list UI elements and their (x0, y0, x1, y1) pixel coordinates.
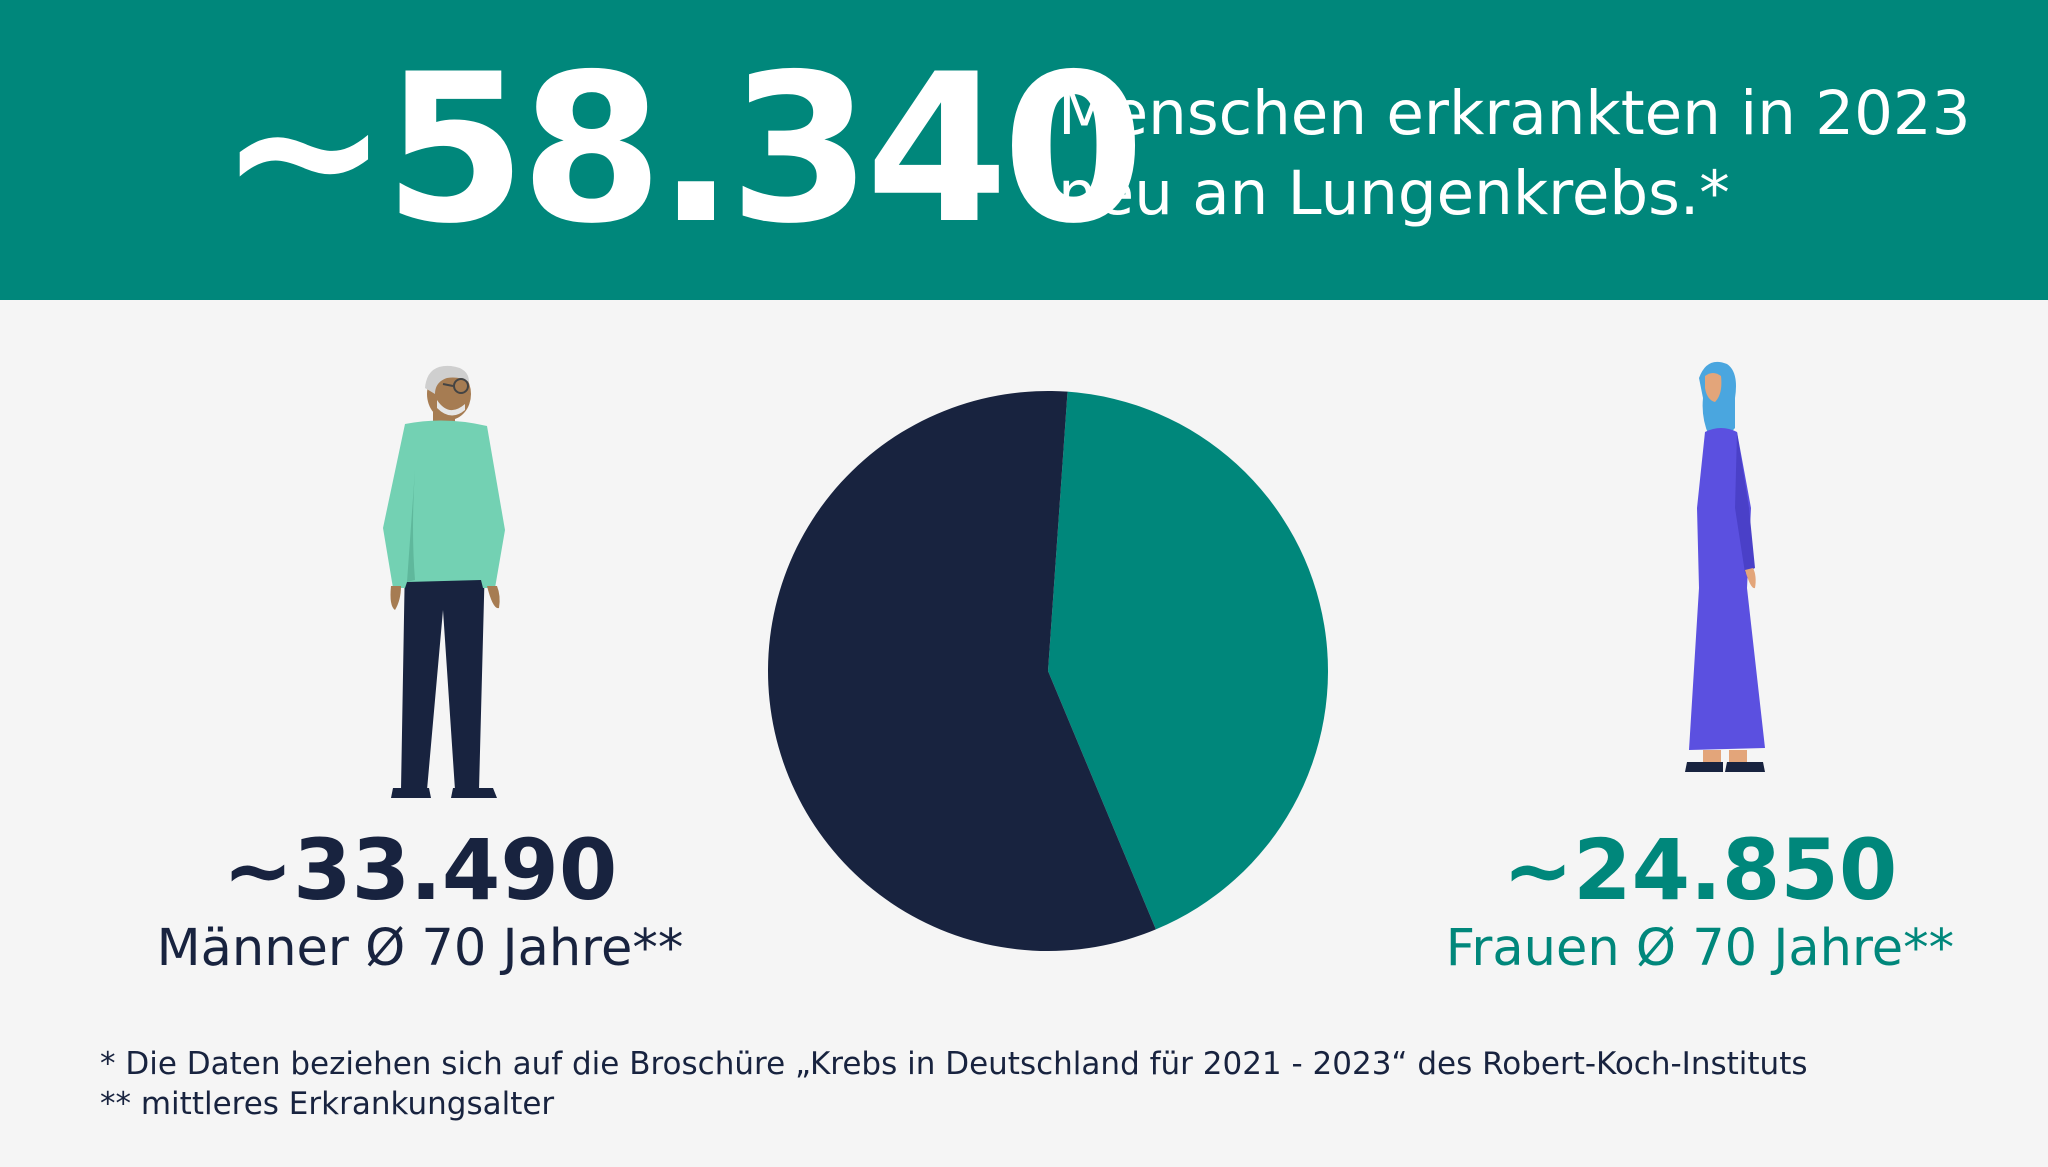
men-stat: ~33.490 Männer Ø 70 Jahre** (100, 822, 740, 980)
footnote-age: ** mittleres Erkrankungsalter (100, 1086, 555, 1122)
women-count: ~24.850 (1502, 821, 1898, 919)
man-figure-icon (383, 365, 505, 798)
footnotes: * Die Daten beziehen sich auf die Brosch… (100, 1044, 1808, 1124)
pie-slice-frauen (1048, 391, 1328, 930)
header-banner: ~58.340 Menschen erkrankten in 2023 neu … (0, 0, 2048, 300)
footnote-source: * Die Daten beziehen sich auf die Brosch… (100, 1046, 1808, 1082)
headline-line-2: neu an Lungenkrebs.* (1058, 158, 1730, 229)
women-stat: ~24.850 Frauen Ø 70 Jahre** (1380, 822, 2020, 980)
men-label: Männer Ø 70 Jahre** (156, 919, 684, 978)
pie-slice-mnner (768, 391, 1156, 952)
total-cases: ~58.340 (218, 31, 1145, 269)
women-label: Frauen Ø 70 Jahre** (1445, 919, 1955, 978)
pie-chart (768, 391, 1328, 952)
headline-line-1: Menschen erkrankten in 2023 (1058, 78, 1971, 149)
men-count: ~33.490 (222, 821, 618, 919)
woman-figure-icon (1685, 361, 1765, 772)
headline: Menschen erkrankten in 2023 neu an Lunge… (1058, 74, 1971, 234)
